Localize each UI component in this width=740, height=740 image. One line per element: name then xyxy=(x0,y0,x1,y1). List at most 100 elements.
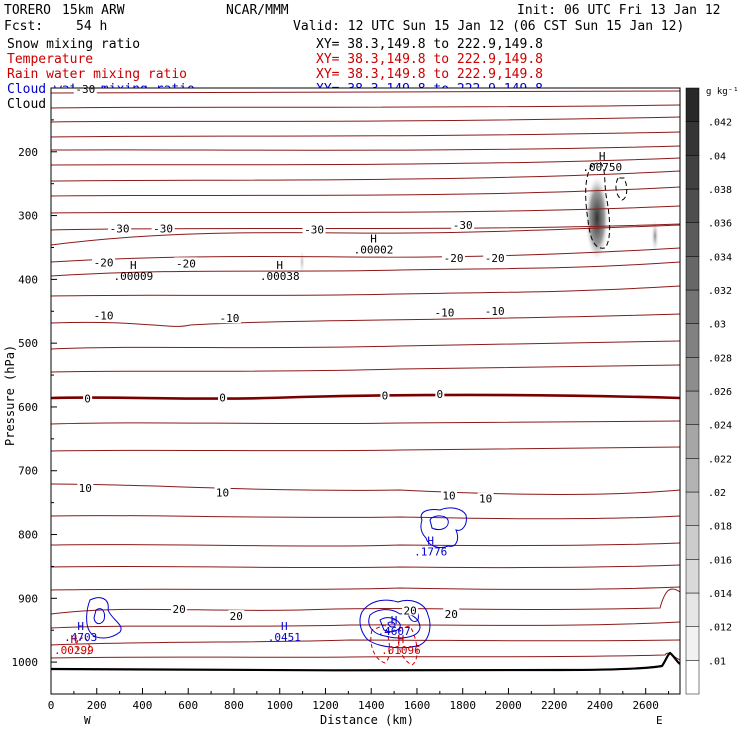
colorbar-label: .014 xyxy=(708,589,732,600)
y-tick-label: 800 xyxy=(18,529,38,542)
temperature-label-bg xyxy=(483,252,507,264)
colorbar: g kg⁻¹ .01 .012 .014 .016 .018 .02 .022 .024 .02… xyxy=(685,87,739,695)
temperature-label: -30 xyxy=(110,222,130,235)
x-axis: W E Distance (km) 0 200 400 600 800 1000 1200 1… xyxy=(48,688,670,727)
x-tick-label: 1000 xyxy=(266,699,293,712)
field-xy: XY= 38.3,149.8 to 222.9,149.8 xyxy=(316,52,543,67)
colorbar-segment xyxy=(685,188,700,223)
field-name: Rain water mixing ratio xyxy=(7,67,187,82)
temperature-label-bg xyxy=(108,222,132,234)
temperature-label-bg xyxy=(440,489,457,501)
temperature-label: 10 xyxy=(442,490,455,503)
cloud-ice-contours xyxy=(585,161,628,249)
model-name: TORERO xyxy=(4,3,51,18)
colorbar-unit: g kg⁻¹ xyxy=(706,87,739,97)
x-tick-label: 200 xyxy=(87,699,107,712)
temperature-label-bg xyxy=(217,312,241,324)
model-resolution: 15km ARW xyxy=(62,3,125,18)
temperature-label-bg xyxy=(432,306,456,318)
colorbar-segment xyxy=(685,660,700,695)
x-tick-label: 1200 xyxy=(312,699,339,712)
temperature-label: -20 xyxy=(444,252,464,265)
field-xy: XY= 38.3,149.8 to 222.9,149.8 xyxy=(316,37,543,52)
colorbar-segment xyxy=(685,357,700,392)
extremum-value: .00750 xyxy=(582,161,622,174)
extremum-value: .01096 xyxy=(381,644,421,657)
temperature-label: -20 xyxy=(485,252,505,265)
colorbar-segment xyxy=(685,458,700,493)
extremum-value: .00009 xyxy=(113,270,153,283)
temperature-label-bg xyxy=(214,486,231,498)
temperature-label: -10 xyxy=(94,310,114,323)
temperature-label: 10 xyxy=(479,493,492,506)
plot-frame xyxy=(50,87,681,695)
colorbar-segment xyxy=(685,525,700,560)
y-tick-label: 600 xyxy=(18,401,38,414)
extremum-mark: H xyxy=(276,259,283,272)
temperature-label-bg xyxy=(483,305,507,317)
temperature-label: -20 xyxy=(94,257,114,270)
temperature-label: -10 xyxy=(219,312,239,325)
extremum-value: .4703 xyxy=(64,631,97,644)
x-axis-label: Distance (km) xyxy=(320,713,414,727)
y-axis: Pressure (hPa) 200 300 400 500 600 700 800 900 1… xyxy=(3,119,57,669)
extremum-mark: H xyxy=(71,633,78,646)
colorbar-label: .028 xyxy=(708,353,732,364)
temperature-label: -10 xyxy=(485,305,505,318)
x-end-right: E xyxy=(656,714,663,727)
extremum-value: .1776 xyxy=(414,546,447,559)
extremum-value: .4607 xyxy=(378,625,411,638)
x-tick-label: 1400 xyxy=(358,699,385,712)
cloud-water-contours xyxy=(86,507,467,649)
colorbar-label: .012 xyxy=(708,623,732,634)
colorbar-label: .03 xyxy=(708,320,726,331)
extremum-mark: H xyxy=(130,259,137,272)
header: TORERO 15km ARW NCAR/MMM Init: 06 UTC Fr… xyxy=(4,3,721,34)
forecast-hour: 54 h xyxy=(76,19,107,34)
colorbar-label: .04 xyxy=(708,151,726,162)
colorbar-label: .026 xyxy=(708,387,732,398)
temperature-label-bg xyxy=(92,256,116,268)
colorbar-label: .018 xyxy=(708,522,732,533)
temperature-label-bg xyxy=(380,389,390,401)
plot-area: -30 -30 -30 -30 -30 -20 -20 -20 -20 -10 -10 -10 -10 0… xyxy=(50,83,681,695)
snow-shading-core xyxy=(585,174,609,262)
colorbar-segment xyxy=(685,559,700,594)
extremum-mark: H xyxy=(281,620,288,633)
colorbar-segment xyxy=(685,289,700,324)
colorbar-label: .02 xyxy=(708,488,726,499)
extremum-mark: H xyxy=(599,150,606,163)
extremum-value: .00038 xyxy=(260,270,300,283)
x-tick-label: 2600 xyxy=(632,699,659,712)
temperature-label-bg xyxy=(302,223,326,235)
x-tick-label: 400 xyxy=(133,699,153,712)
temperature-label: 0 xyxy=(437,388,444,401)
y-tick-label: 400 xyxy=(18,273,38,286)
x-tick-label: 1800 xyxy=(449,699,476,712)
y-tick-label: 500 xyxy=(18,337,38,350)
valid-time: Valid: 12 UTC Sun 15 Jan 12 (06 CST Sun … xyxy=(293,19,684,34)
temperature-label: -20 xyxy=(176,257,196,270)
x-tick-label: 2400 xyxy=(587,699,614,712)
x-tick-label: 2000 xyxy=(495,699,522,712)
organization: NCAR/MMM xyxy=(226,3,289,18)
temperature-label: -30 xyxy=(453,219,473,232)
temperature-label-bg xyxy=(151,222,175,234)
terrain-line xyxy=(50,651,681,672)
extremum-mark: H xyxy=(77,620,84,633)
temperature-label-bg xyxy=(218,391,228,403)
extrema-labels: H.00750H.00002H.00009H.00038H.1776H.4703… xyxy=(54,150,622,657)
colorbar-segment xyxy=(685,592,700,627)
init-time: Init: 06 UTC Fri 13 Jan 12 xyxy=(517,3,721,18)
temperature-label: -30 xyxy=(304,224,324,237)
temperature-label: 20 xyxy=(230,610,243,623)
colorbar-label: .032 xyxy=(708,286,732,297)
colorbar-segment xyxy=(685,121,700,156)
colorbar-segment xyxy=(685,256,700,291)
plot-background xyxy=(51,88,680,694)
x-tick-label: 2200 xyxy=(541,699,568,712)
extremum-value: .0451 xyxy=(268,631,301,644)
y-axis-label: Pressure (hPa) xyxy=(3,345,17,446)
field-xy: XY= 38.3,149.8 to 222.9,149.8 xyxy=(316,67,543,82)
extremum-mark: H xyxy=(398,633,405,646)
